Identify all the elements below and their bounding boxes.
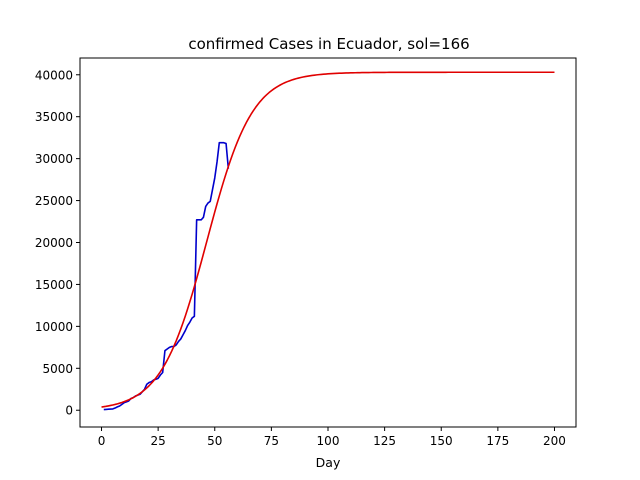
x-tick-label: 125 — [373, 434, 396, 448]
x-axis-label: Day — [316, 455, 341, 470]
y-tick-label: 10000 — [35, 320, 73, 334]
y-tick-label: 30000 — [35, 152, 73, 166]
x-tick-label: 150 — [430, 434, 453, 448]
y-tick-label: 35000 — [35, 110, 73, 124]
x-tick-label: 100 — [317, 434, 340, 448]
x-tick-label: 175 — [486, 434, 509, 448]
x-tick-label: 200 — [543, 434, 566, 448]
x-tick-label: 0 — [98, 434, 106, 448]
confirmed-cases-line — [103, 141, 230, 411]
fit-curve-line — [101, 71, 555, 408]
plot-area — [101, 71, 555, 411]
y-tick-label: 5000 — [42, 362, 73, 376]
chart-title: confirmed Cases in Ecuador, sol=166 — [188, 35, 469, 53]
y-tick-label: 25000 — [35, 194, 73, 208]
axes-frame — [79, 57, 577, 428]
x-tick-label: 50 — [207, 434, 222, 448]
y-tick-label: 15000 — [35, 278, 73, 292]
y-tick-label: 0 — [65, 404, 73, 418]
y-tick-label: 20000 — [35, 236, 73, 250]
y-axis-ticks: 0 5000 10000 15000 20000 25000 30000 35000 40000 — [35, 68, 80, 418]
x-tick-label: 75 — [264, 434, 279, 448]
x-tick-label: 25 — [150, 434, 165, 448]
x-axis-ticks: 0 25 50 75 100 125 150 175 200 — [98, 427, 566, 448]
y-tick-label: 40000 — [35, 68, 73, 82]
